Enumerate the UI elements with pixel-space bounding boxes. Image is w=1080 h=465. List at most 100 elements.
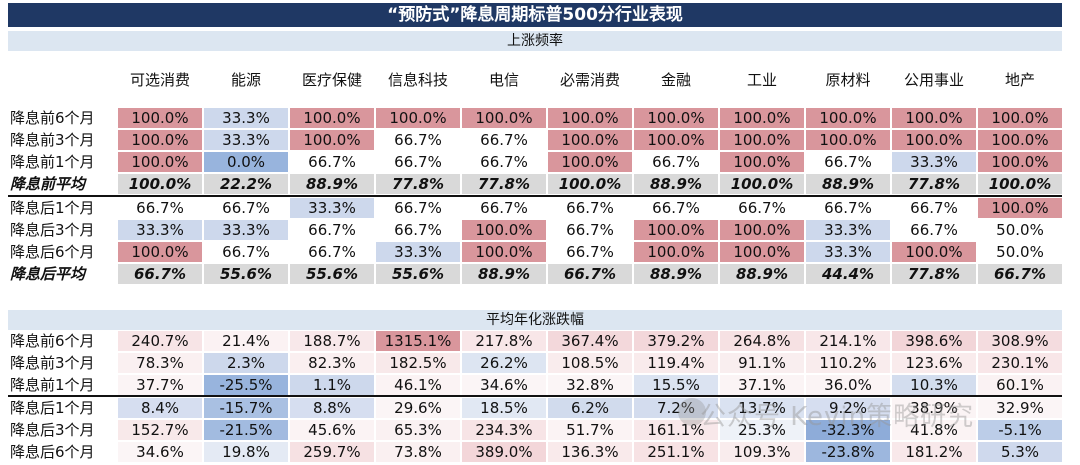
table-cell: 100.0% (376, 108, 460, 128)
column-header: 地产 (1004, 71, 1035, 89)
column-header: 信息科技 (387, 71, 448, 89)
table-cell: 100.0% (720, 220, 804, 240)
table-cell: 100.0% (118, 108, 202, 128)
table-cell: 33.3% (118, 220, 202, 240)
table-cell: 100.0% (720, 242, 804, 262)
column-header: 必需消费 (559, 71, 620, 89)
table-cell: 2.3% (204, 353, 288, 373)
table-cell: 66.7% (462, 198, 546, 218)
table-cell: 44.4% (806, 264, 890, 284)
divider-line (8, 395, 1062, 397)
table-cell: 33.3% (204, 220, 288, 240)
table-cell: 82.3% (290, 353, 374, 373)
table-cell: 33.3% (290, 198, 374, 218)
table-cell: 32.8% (548, 375, 632, 395)
table-cell: 234.3% (462, 420, 546, 440)
table-cell: 100.0% (118, 130, 202, 150)
table-cell: 8.4% (118, 398, 202, 418)
table-cell: -5.1% (978, 420, 1062, 440)
table-cell: 100.0% (806, 108, 890, 128)
table-cell: 100.0% (290, 108, 374, 128)
table-cell: 100.0% (548, 174, 632, 194)
table-cell: 66.7% (806, 152, 890, 172)
table-cell: 66.7% (376, 130, 460, 150)
table-cell: 66.7% (548, 220, 632, 240)
table-cell: 65.3% (376, 420, 460, 440)
table-cell: 91.1% (720, 353, 804, 373)
table-cell: 100.0% (634, 130, 718, 150)
row-label: 降息后3个月 (10, 421, 95, 439)
table-cell: 36.0% (806, 375, 890, 395)
table-cell: 0.0% (204, 152, 288, 172)
row-label: 降息后1个月 (10, 199, 95, 217)
table-cell: 88.9% (806, 174, 890, 194)
table-cell: 100.0% (978, 130, 1062, 150)
table-cell: 367.4% (548, 331, 632, 351)
table-cell: 100.0% (892, 108, 976, 128)
table-cell: 45.6% (290, 420, 374, 440)
table-cell: 55.6% (376, 264, 460, 284)
table-cell: 34.6% (462, 375, 546, 395)
table-cell: 6.2% (548, 398, 632, 418)
table-cell: 100.0% (548, 152, 632, 172)
row-label: 降息前6个月 (10, 332, 95, 350)
table-cell: 100.0% (978, 198, 1062, 218)
table-cell: 88.9% (634, 174, 718, 194)
table-cell: 100.0% (118, 152, 202, 172)
divider-line (8, 195, 1062, 197)
table-cell: 230.1% (978, 353, 1062, 373)
table-cell: 66.7% (290, 152, 374, 172)
table-cell: 66.7% (462, 152, 546, 172)
table-cell: -21.5% (204, 420, 288, 440)
table-cell: 119.4% (634, 353, 718, 373)
table-cell: 264.8% (720, 331, 804, 351)
table-cell: 33.3% (806, 242, 890, 262)
table-cell: 100.0% (634, 220, 718, 240)
table-cell: -23.8% (806, 442, 890, 462)
table-cell: 1315.1% (376, 331, 460, 351)
table-cell: 161.1% (634, 420, 718, 440)
table-cell: 88.9% (462, 264, 546, 284)
table-cell: 8.8% (290, 398, 374, 418)
table-cell: 100.0% (978, 174, 1062, 194)
table-cell: 100.0% (720, 130, 804, 150)
table-cell: 10.3% (892, 375, 976, 395)
table-title: “预防式”降息周期标普500分行业表现 (8, 3, 1062, 27)
table-cell: -32.3% (806, 420, 890, 440)
column-header: 公用事业 (903, 71, 964, 89)
table-cell: 66.7% (806, 198, 890, 218)
table-cell: 5.3% (978, 442, 1062, 462)
table-cell: 66.7% (720, 198, 804, 218)
table-cell: 9.2% (806, 398, 890, 418)
row-label: 降息前6个月 (10, 109, 95, 127)
table-cell: 100.0% (892, 130, 976, 150)
row-label: 降息前3个月 (10, 131, 95, 149)
table-cell: 100.0% (118, 242, 202, 262)
table-cell: 88.9% (634, 264, 718, 284)
table-cell: 77.8% (892, 264, 976, 284)
table-cell: 51.7% (548, 420, 632, 440)
table-cell: 26.2% (462, 353, 546, 373)
table-cell: 88.9% (720, 264, 804, 284)
table-cell: 100.0% (290, 130, 374, 150)
column-header: 可选消费 (129, 71, 190, 89)
table-cell: 33.3% (204, 108, 288, 128)
table-cell: 66.7% (376, 198, 460, 218)
table-cell: 100.0% (634, 108, 718, 128)
table-cell: 66.7% (376, 152, 460, 172)
table-cell: 109.3% (720, 442, 804, 462)
table-cell: 66.7% (204, 242, 288, 262)
table-cell: 100.0% (978, 108, 1062, 128)
row-label: 降息前3个月 (10, 354, 95, 372)
table-cell: 38.9% (892, 398, 976, 418)
table-cell: 100.0% (978, 152, 1062, 172)
table-cell: 217.8% (462, 331, 546, 351)
table-cell: 25.3% (720, 420, 804, 440)
table-cell: 100.0% (892, 242, 976, 262)
table-cell: 46.1% (376, 375, 460, 395)
table-cell: 66.7% (634, 152, 718, 172)
column-header: 工业 (746, 71, 777, 89)
table-cell: 29.6% (376, 398, 460, 418)
row-label: 降息后平均 (10, 265, 86, 283)
table-cell: 214.1% (806, 331, 890, 351)
